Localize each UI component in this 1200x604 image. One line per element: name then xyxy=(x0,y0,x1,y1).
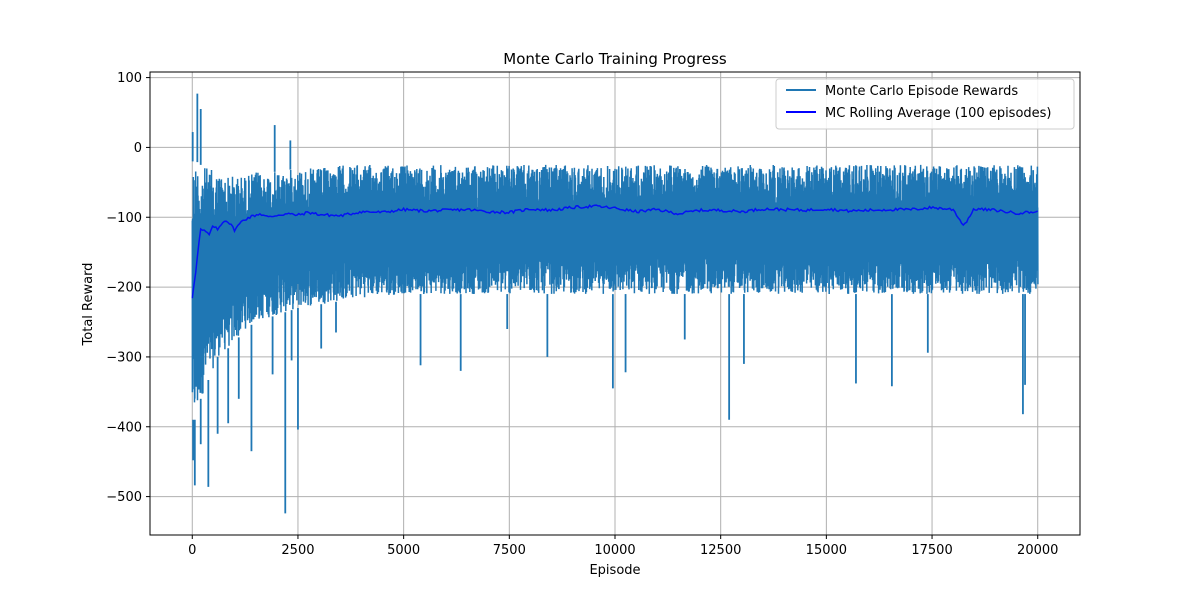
x-tick-label: 0 xyxy=(188,543,196,558)
x-tick-label: 7500 xyxy=(493,543,526,558)
x-tick-label: 20000 xyxy=(1017,543,1058,558)
x-tick-label: 15000 xyxy=(806,543,847,558)
x-tick-label: 17500 xyxy=(911,543,952,558)
y-tick-label: −500 xyxy=(106,490,142,505)
raw-series-line xyxy=(191,164,1039,403)
chart-title: Monte Carlo Training Progress xyxy=(503,50,727,68)
y-tick-label: 0 xyxy=(134,141,142,156)
x-tick-label: 10000 xyxy=(594,543,635,558)
x-tick-label: 5000 xyxy=(387,543,420,558)
y-tick-label: −100 xyxy=(106,211,142,226)
raw-series-layer xyxy=(191,93,1039,514)
x-tick-label: 2500 xyxy=(281,543,314,558)
y-tick-label: −200 xyxy=(106,281,142,296)
y-tick-label: −400 xyxy=(106,420,142,435)
tick-layer: 0 2500 5000 7500 10000 12500 15000 17500 20000 −5… xyxy=(106,71,1058,558)
legend-label-avg: MC Rolling Average (100 episodes) xyxy=(825,106,1052,121)
y-tick-label: −300 xyxy=(106,350,142,365)
rolling-average-line xyxy=(191,204,1039,299)
legend-label-raw: Monte Carlo Episode Rewards xyxy=(825,84,1018,99)
y-axis-label: Total Reward xyxy=(81,263,96,347)
y-tick-label: 100 xyxy=(117,71,142,86)
x-tick-label: 12500 xyxy=(700,543,741,558)
avg-series-layer xyxy=(191,204,1039,299)
legend-box xyxy=(775,78,1075,130)
x-axis-label: Episode xyxy=(589,563,640,578)
legend: Monte Carlo Episode Rewards MC Rolling A… xyxy=(775,78,1075,130)
